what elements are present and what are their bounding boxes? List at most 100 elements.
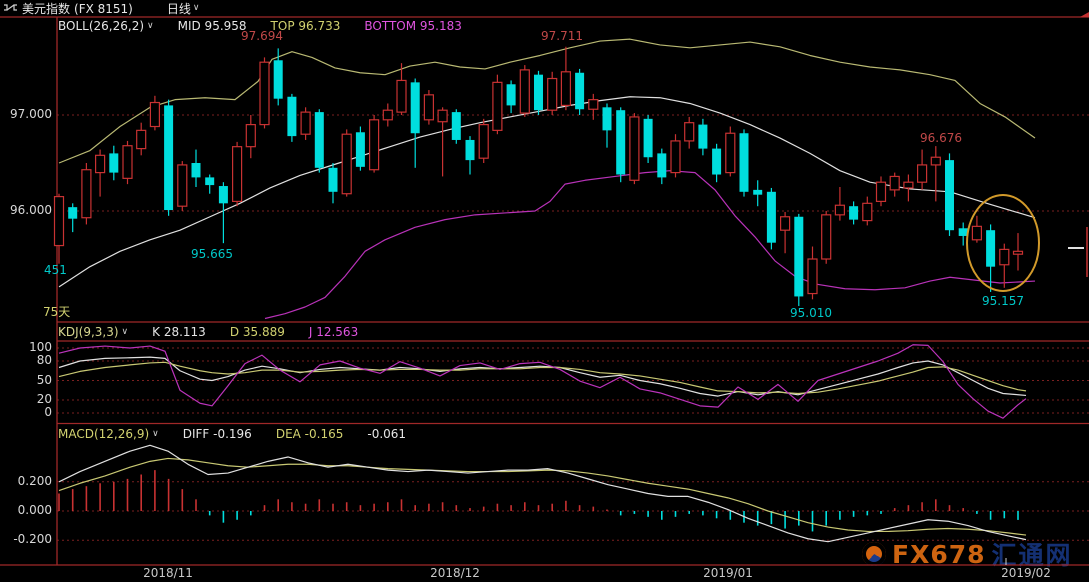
candle-body-up: [177, 164, 188, 207]
boll-mid-value: MID 95.958: [177, 19, 247, 33]
timeframe-selector[interactable]: 日线 ∨: [167, 0, 200, 17]
price-annotation: 97.711: [541, 29, 583, 43]
boll-top-line: [58, 38, 1036, 164]
price-axis-label: 96.000: [10, 203, 52, 217]
price-annotation: 95.010: [790, 306, 832, 320]
candle-body-up: [547, 77, 558, 111]
candle-body-up: [149, 101, 160, 128]
candle-body-down: [712, 148, 722, 175]
chart-type-icon[interactable]: [3, 2, 18, 16]
candle-body-up: [1012, 250, 1024, 255]
candle-body-down: [958, 228, 968, 236]
candle-body-down: [68, 207, 78, 219]
candle-body-down: [534, 74, 543, 111]
price-axis-label: 97.000: [10, 107, 52, 121]
candle-body-up: [437, 109, 448, 123]
candle-body-up: [81, 169, 92, 219]
candle-body-up: [232, 146, 243, 202]
candle-body-down: [205, 177, 215, 186]
macd-diff-line: [58, 444, 1027, 543]
candle-body-up: [629, 116, 640, 181]
candle-body-up: [423, 94, 434, 121]
candle-body-down: [794, 216, 804, 297]
macd-indicator-dropdown[interactable]: MACD(12,26,9) ∨: [58, 427, 159, 441]
price-annotation: 95.665: [191, 247, 233, 261]
x-axis-month-label: 2018/12: [430, 566, 480, 580]
candle-body-down: [766, 191, 776, 243]
chevron-down-icon: ∨: [152, 428, 159, 439]
candle-body-up: [930, 156, 941, 166]
fx678-logo-icon: [862, 542, 886, 566]
macd-axis-label: 0.000: [17, 503, 52, 517]
chevron-down-icon: ∨: [147, 20, 154, 31]
candle-body-up: [916, 164, 928, 183]
corner-marker-icon: [1080, 12, 1089, 17]
kdj-axis-label: 20: [36, 392, 52, 406]
watermark-brand: FX678: [892, 539, 986, 569]
candle-body-up: [889, 175, 900, 191]
candle-body-down: [191, 163, 201, 178]
kdj-axis-label: 100: [29, 340, 52, 354]
candle-body-down: [218, 186, 228, 204]
candle-body-up: [519, 69, 530, 114]
macd-axis-label: 0.200: [17, 473, 52, 488]
chevron-down-icon: ∨: [121, 326, 129, 337]
candle-body-down: [575, 72, 585, 110]
price-annotation: 96.676: [920, 131, 962, 145]
title-bar: 美元指数 (FX 8151) 日线 ∨: [0, 0, 1089, 17]
candle-body-up: [136, 129, 147, 150]
candle-body-up: [396, 79, 407, 113]
candle-body-up: [259, 61, 270, 126]
candle-body-down: [355, 132, 365, 167]
candle-body-down: [164, 105, 174, 211]
candle-body-down: [986, 230, 996, 267]
candle-body-down: [287, 96, 297, 137]
highlight-ellipse: [966, 194, 1040, 292]
kdj-d-line: [58, 361, 1027, 395]
candle-body-up: [971, 225, 983, 241]
candle-body-up: [369, 119, 380, 171]
chevron-down-icon: ∨: [192, 3, 200, 13]
symbol-name: 美元指数: [22, 2, 71, 16]
candle-body-up: [94, 154, 106, 174]
price-annotation: 95.157: [982, 294, 1024, 308]
candle-body-down: [273, 60, 283, 99]
timeframe-label: 日线: [166, 2, 191, 16]
x-axis-month-label: 2018/11: [143, 566, 193, 580]
price-annotation: 97.694: [241, 29, 283, 43]
kdj-d-value: D 35.889: [229, 325, 285, 339]
macd-dea-line: [58, 457, 1027, 536]
candle-body-down: [506, 84, 516, 106]
price-note-451: 451: [44, 263, 67, 277]
candle-body-down: [849, 206, 859, 220]
candle-body-up: [122, 145, 133, 179]
boll-top-value: TOP 96.733: [270, 19, 341, 33]
candle-body-up: [684, 122, 695, 142]
candle-body-up: [999, 248, 1010, 266]
candle-body-up: [492, 81, 503, 131]
x-axis-month-label: 2019/01: [703, 566, 753, 580]
macd-diff-value: DIFF -0.196: [182, 427, 252, 441]
candle-body-down: [602, 107, 612, 131]
candle-body-up: [588, 99, 599, 110]
kdj-indicator-dropdown[interactable]: KDJ(9,3,3) ∨: [58, 325, 128, 339]
candle-body-down: [657, 153, 667, 178]
kdj-axis-label: 80: [36, 353, 52, 367]
x-axis-month-label: 2019/02: [1001, 566, 1051, 580]
duration-note-75-days: 75天: [43, 305, 71, 319]
candle-body-down: [753, 189, 763, 195]
macd-dea-value: DEA -0.165: [275, 427, 344, 441]
candle-body-up: [382, 109, 393, 121]
kdj-axis-label: 0: [44, 405, 52, 419]
candle-body-up: [478, 123, 489, 159]
macd-hist-value: -0.061: [367, 427, 407, 441]
candle-body-down: [328, 167, 338, 192]
candle-body-down: [451, 112, 461, 140]
boll-label: BOLL(26,26,2): [58, 19, 145, 33]
kdj-j-value: J 12.563: [308, 325, 359, 339]
candle-body-up: [779, 216, 791, 231]
boll-indicator-dropdown[interactable]: BOLL(26,26,2) ∨: [58, 19, 154, 33]
candle-body-up: [560, 71, 572, 107]
